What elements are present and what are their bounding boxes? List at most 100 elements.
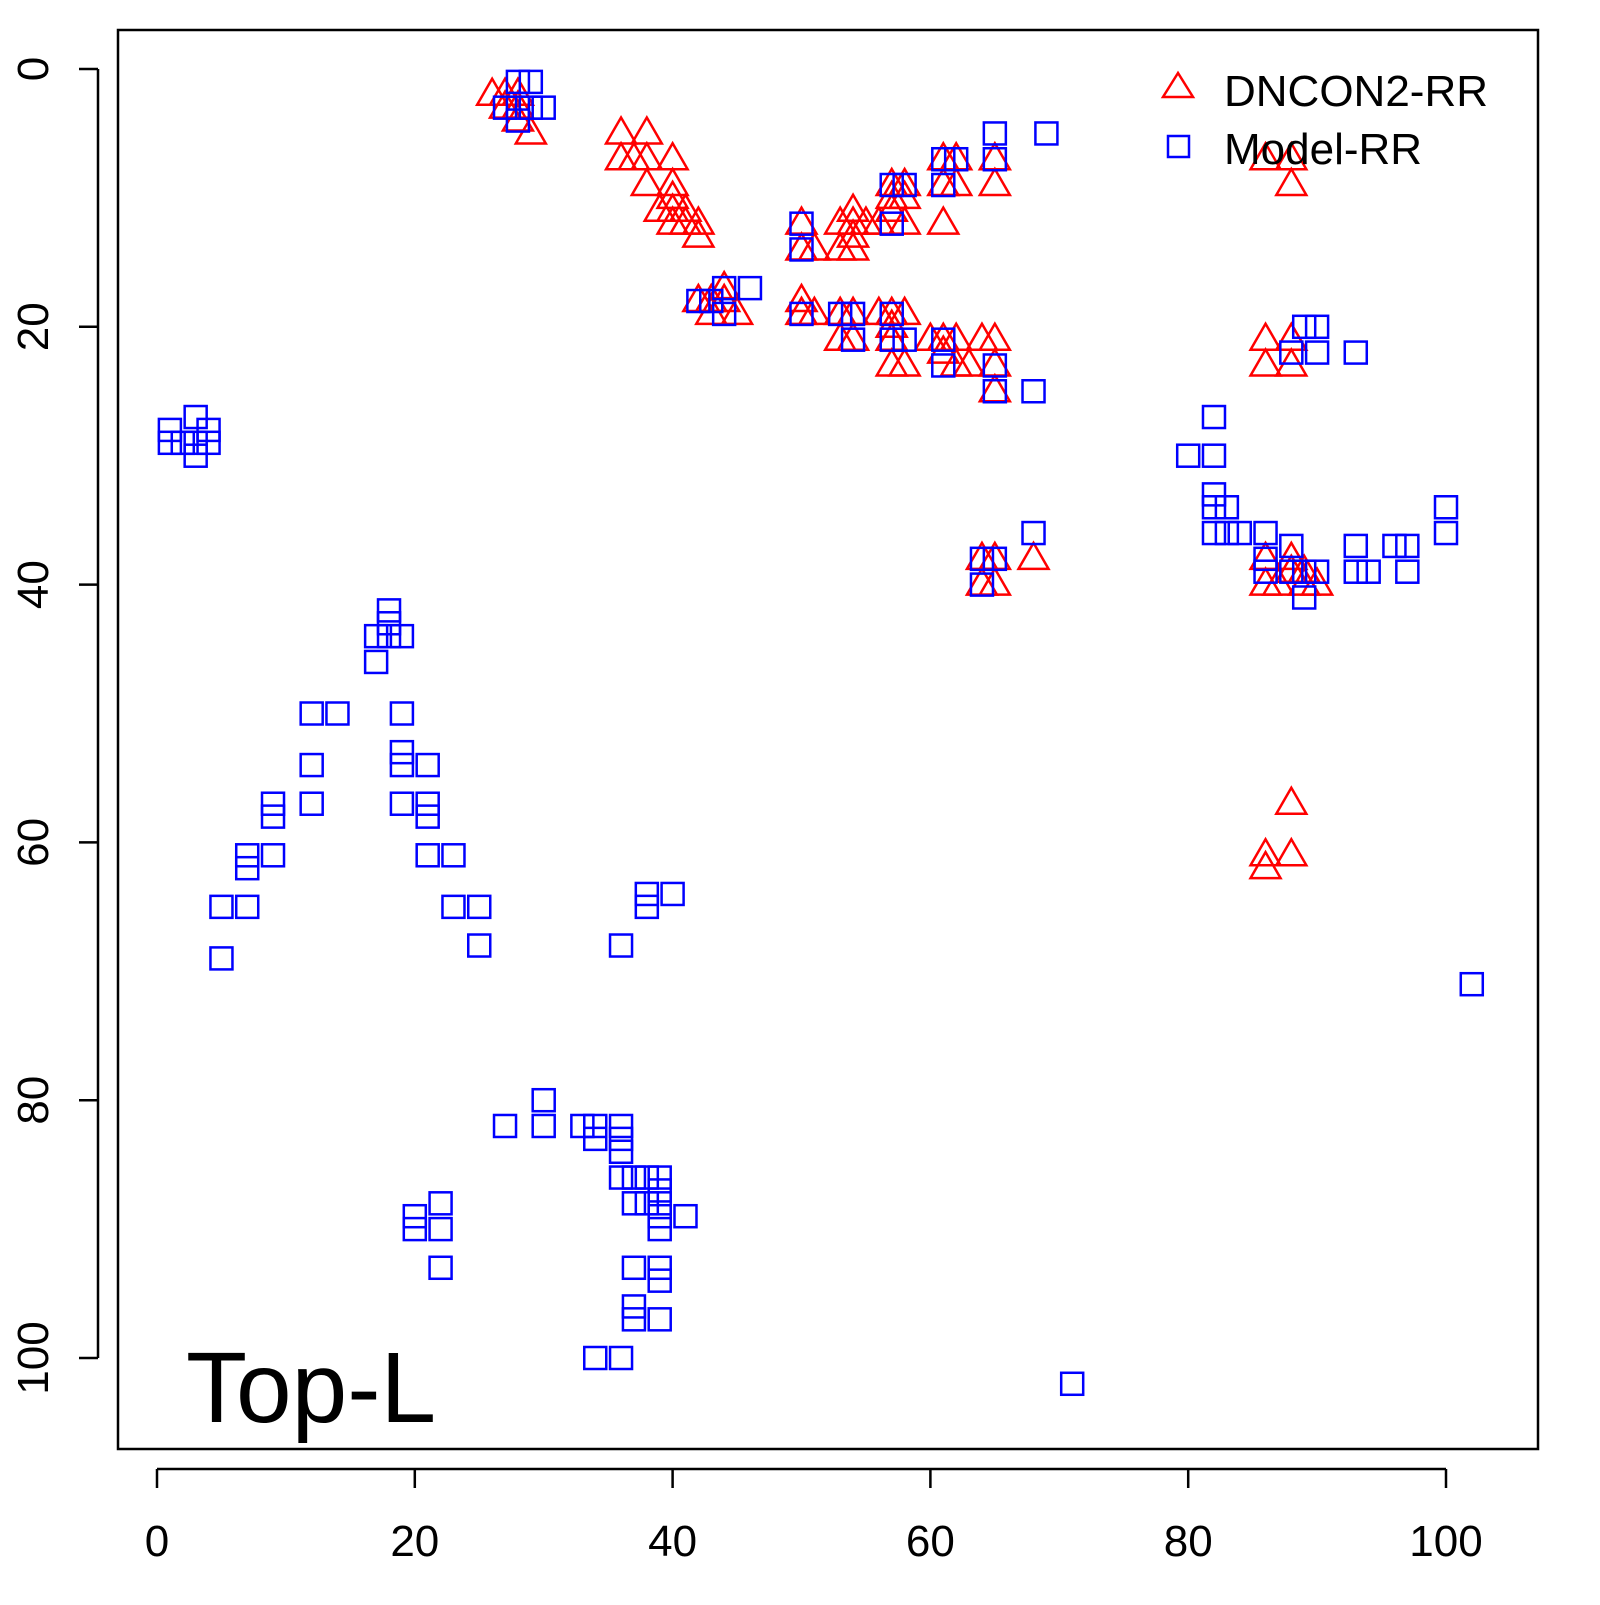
point-model-rr [1201, 520, 1227, 546]
point-model-rr [969, 546, 995, 572]
point-model-rr [505, 108, 531, 133]
point-model-rr [1291, 314, 1317, 340]
y-tick-label: 80 [9, 1076, 58, 1125]
point-model-rr [1021, 520, 1046, 546]
point-dncon2-rr [887, 205, 922, 235]
point-model-rr [931, 353, 956, 378]
point-model-rr [415, 804, 440, 829]
y-tick-label: 20 [9, 302, 58, 351]
point-model-rr [634, 1191, 660, 1216]
point-model-rr [969, 572, 995, 597]
point-model-rr [1343, 340, 1369, 365]
point-model-rr [879, 327, 904, 352]
x-axis: 0 20 40 60 80 100 [145, 1467, 1483, 1566]
point-model-rr [583, 1126, 608, 1152]
point-dncon2-rr [681, 218, 716, 248]
y-tick-label: 40 [9, 560, 58, 609]
point-model-rr [234, 843, 260, 868]
point-model-rr [376, 611, 402, 636]
point-model-rr [209, 946, 234, 971]
point-model-rr [660, 881, 685, 907]
x-tick-label: 20 [390, 1517, 439, 1566]
point-dncon2-rr [951, 346, 987, 377]
point-model-rr [737, 275, 763, 301]
point-dncon2-rr [1248, 140, 1283, 171]
point-model-rr [518, 95, 544, 120]
point-model-rr [634, 881, 660, 907]
point-model-rr [376, 598, 402, 623]
point-model-rr [389, 752, 415, 778]
point-model-rr [505, 95, 531, 120]
point-model-rr [608, 1345, 634, 1371]
point-dncon2-rr [784, 282, 819, 313]
point-model-rr [647, 1255, 672, 1281]
point-dncon2-rr [1248, 836, 1283, 867]
legend-label-dncon2: DNCON2-RR [1224, 67, 1488, 116]
point-dncon2-rr [1248, 346, 1283, 377]
point-dncon2-rr [874, 192, 909, 223]
point-model-rr [840, 301, 866, 327]
point-model-rr [608, 1165, 634, 1190]
point-model-rr [647, 1216, 672, 1242]
point-model-rr [931, 146, 956, 172]
point-model-rr [299, 752, 324, 778]
point-model-rr [531, 1113, 556, 1139]
point-model-rr [879, 301, 904, 327]
point-model-rr [647, 1203, 672, 1229]
point-model-rr [389, 623, 415, 649]
point-model-rr [621, 1307, 647, 1332]
annotation-top-l: Top-L [186, 1332, 436, 1444]
point-model-rr [892, 327, 917, 352]
point-model-rr [1279, 559, 1304, 584]
point-model-rr [673, 1203, 698, 1229]
point-model-rr [1021, 379, 1046, 404]
point-dncon2-rr [939, 166, 974, 197]
point-model-rr [441, 843, 466, 868]
point-model-rr [260, 804, 286, 829]
point-model-rr [621, 1294, 647, 1319]
point-model-rr [492, 1113, 518, 1139]
point-model-rr [1253, 520, 1278, 546]
point-model-rr [699, 288, 724, 314]
point-model-rr [583, 1345, 608, 1371]
point-dncon2-rr [719, 295, 755, 326]
point-model-rr [467, 894, 492, 920]
x-tick-label: 100 [1409, 1517, 1482, 1566]
point-model-rr [389, 701, 415, 726]
point-model-rr [183, 443, 208, 468]
point-model-rr [505, 69, 531, 95]
point-model-rr [1279, 533, 1304, 559]
point-model-rr [1214, 495, 1240, 520]
point-model-rr [389, 791, 415, 816]
point-model-rr [1343, 533, 1369, 559]
point-model-rr [1227, 520, 1253, 546]
point-model-rr [1291, 559, 1317, 584]
point-model-rr [570, 1113, 595, 1139]
legend-label-model: Model-RR [1224, 125, 1422, 174]
point-model-rr [982, 146, 1008, 172]
point-dncon2-rr [1016, 540, 1051, 571]
point-model-rr [415, 843, 440, 868]
point-model-rr [1304, 314, 1330, 340]
point-model-rr [428, 1191, 453, 1216]
point-model-rr [260, 791, 286, 816]
point-dncon2-rr [977, 166, 1013, 197]
point-model-rr [840, 327, 866, 352]
point-model-rr [711, 275, 737, 301]
point-dncon2-rr [861, 205, 897, 235]
point-dncon2-rr [1248, 321, 1283, 351]
point-model-rr [1304, 340, 1330, 365]
point-model-rr [1433, 520, 1459, 546]
point-dncon2-rr [797, 230, 832, 261]
x-tick-label: 60 [906, 1517, 955, 1566]
point-model-rr [1253, 559, 1278, 584]
point-model-rr [892, 172, 917, 198]
plot-frame [116, 28, 1540, 1451]
point-dncon2-rr [681, 205, 716, 235]
point-model-rr [183, 404, 208, 430]
point-model-rr [879, 211, 904, 236]
point-model-rr [376, 623, 402, 649]
point-model-rr [647, 1191, 672, 1216]
point-model-rr [157, 417, 183, 443]
point-dncon2-rr [1274, 836, 1309, 867]
